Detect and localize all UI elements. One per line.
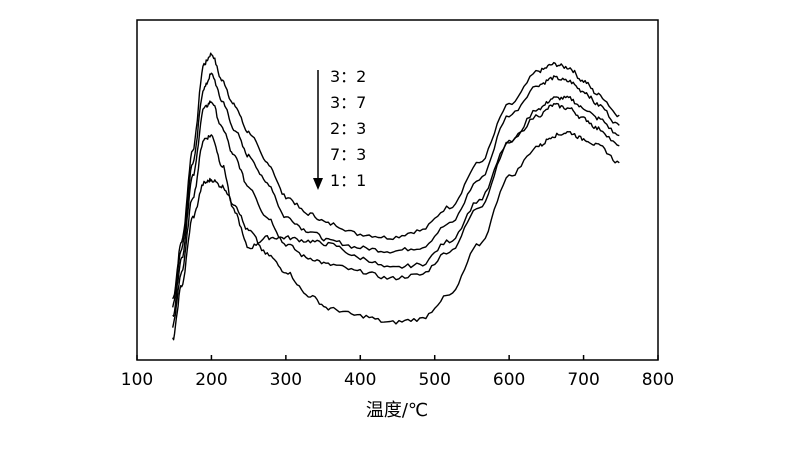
series-line-5 <box>172 130 620 341</box>
legend-label-3: 2：3 <box>330 119 366 138</box>
x-tick-label: 200 <box>195 370 227 390</box>
series-line-3 <box>172 95 620 317</box>
x-ticks: 100 200 300 400 500 600 700 800 <box>121 355 674 390</box>
x-tick-label: 300 <box>270 370 302 390</box>
x-tick-label: 500 <box>418 370 450 390</box>
legend-label-1: 3：2 <box>330 67 366 86</box>
x-tick-label: 800 <box>642 370 674 390</box>
series-group <box>172 52 620 341</box>
legend-label-2: 3：7 <box>330 93 366 112</box>
x-tick-label: 400 <box>344 370 376 390</box>
series-line-1 <box>172 52 620 300</box>
series-line-2 <box>172 72 620 308</box>
legend-label-4: 7：3 <box>330 145 366 164</box>
series-line-4 <box>172 102 620 328</box>
plot-frame <box>136 19 659 361</box>
x-axis-label: 温度/℃ <box>366 400 428 421</box>
x-tick-label: 700 <box>567 370 599 390</box>
legend-label-5: 1：1 <box>330 171 366 190</box>
legend-arrow-head <box>313 178 323 190</box>
x-tick-label: 100 <box>121 370 153 390</box>
x-tick-label: 600 <box>493 370 525 390</box>
